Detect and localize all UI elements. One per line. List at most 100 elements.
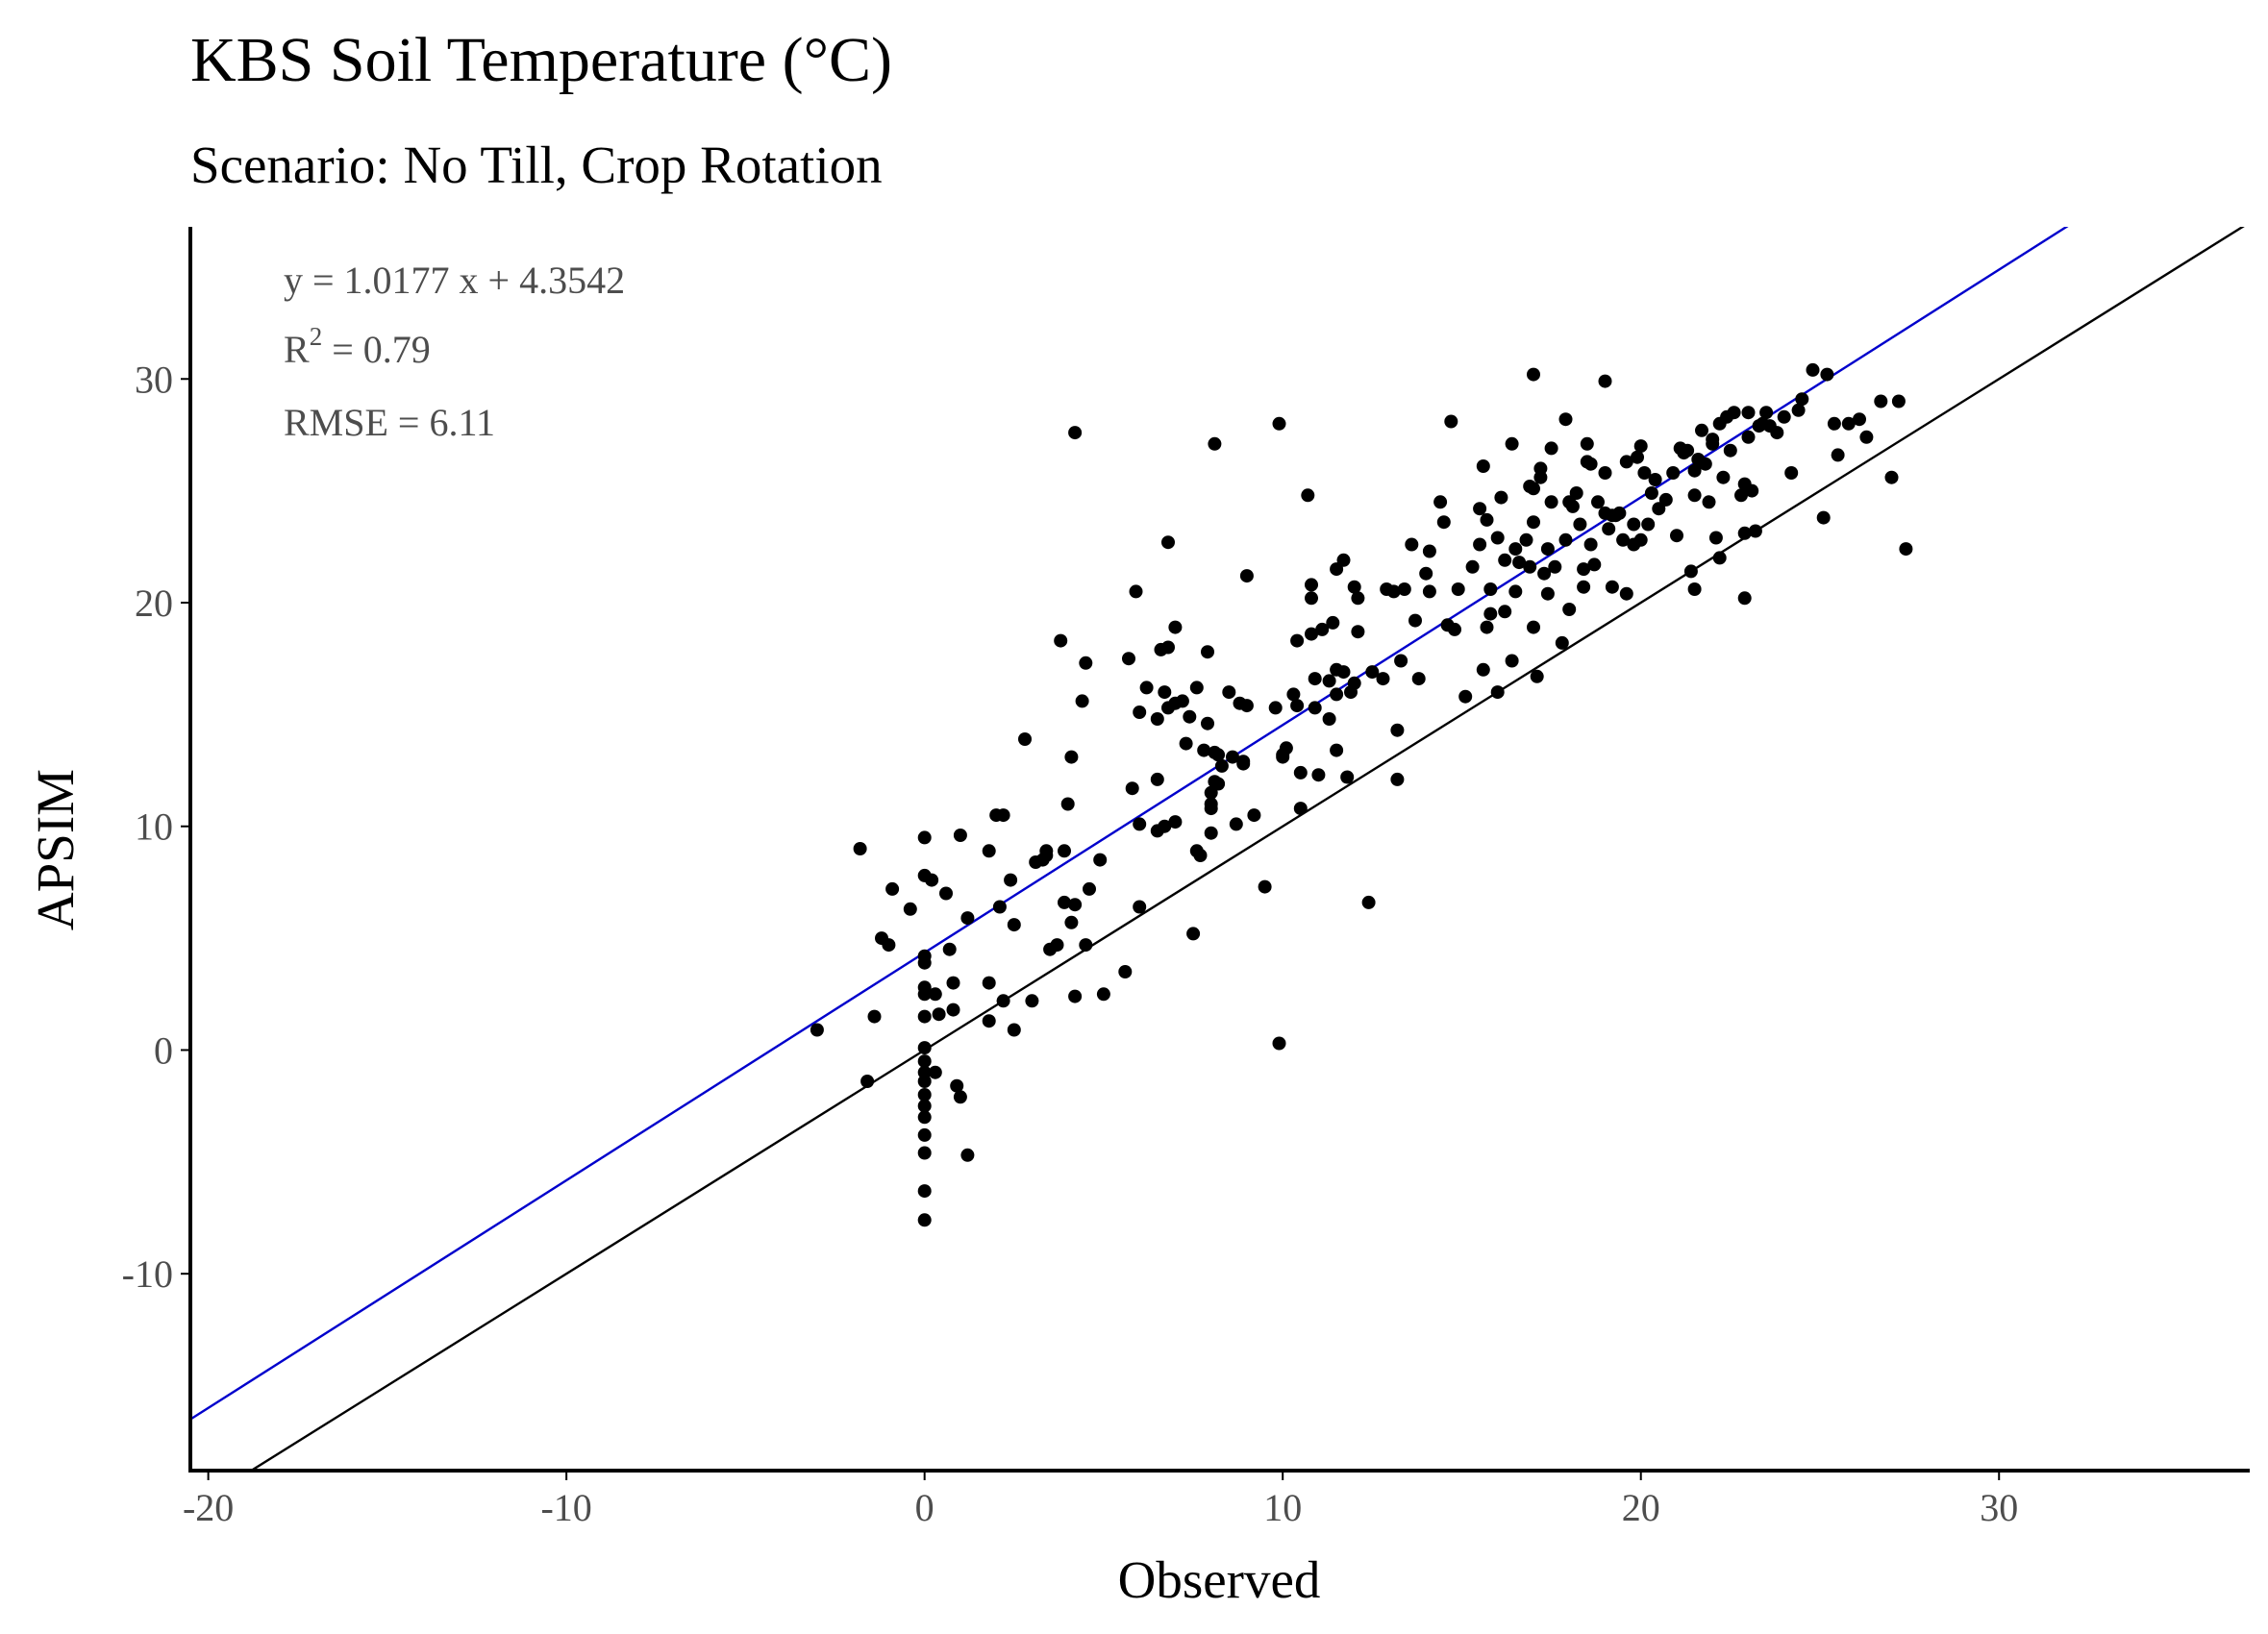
- data-point: [1698, 457, 1712, 471]
- data-point: [1347, 580, 1361, 594]
- chart-title: KBS Soil Temperature (°C): [190, 25, 892, 95]
- data-point: [1308, 672, 1322, 686]
- data-point: [1633, 532, 1648, 547]
- data-point: [1627, 517, 1641, 532]
- data-point: [1658, 492, 1673, 507]
- data-point: [1068, 426, 1083, 440]
- x-tick-label: 10: [1263, 1486, 1302, 1529]
- data-point: [1168, 620, 1183, 634]
- data-point: [960, 1148, 975, 1162]
- data-point: [1175, 694, 1189, 708]
- data-point: [1064, 915, 1079, 929]
- r2-annotation: R2 = 0.79: [284, 322, 431, 371]
- data-point: [810, 1023, 824, 1037]
- data-point: [1058, 895, 1071, 909]
- data-point: [1712, 551, 1727, 565]
- x-tick-label: 0: [915, 1486, 935, 1529]
- data-point: [917, 1099, 932, 1113]
- data-point: [1208, 436, 1222, 451]
- data-point: [917, 1127, 932, 1142]
- data-point: [1433, 495, 1448, 509]
- data-point: [1347, 676, 1361, 690]
- y-tick-label: 10: [135, 805, 173, 849]
- x-ticks: -20 -10 0 10 20 30: [183, 1471, 2018, 1529]
- data-point: [1322, 712, 1336, 726]
- data-point: [1290, 699, 1305, 713]
- data-point: [1158, 685, 1172, 700]
- data-point: [946, 1003, 960, 1017]
- data-point: [1305, 627, 1318, 641]
- r2-base: R: [284, 328, 310, 371]
- data-point: [1411, 672, 1426, 686]
- data-point: [1891, 394, 1906, 408]
- x-tick-label: 20: [1622, 1486, 1660, 1529]
- data-point: [1505, 654, 1519, 668]
- data-point: [1641, 517, 1656, 532]
- data-point: [1841, 416, 1856, 431]
- data-point: [1150, 712, 1164, 726]
- data-point: [1741, 430, 1756, 444]
- data-point: [1458, 689, 1473, 704]
- data-point: [1125, 781, 1139, 796]
- data-point: [1204, 802, 1218, 816]
- data-point: [1419, 566, 1433, 581]
- data-point: [1079, 938, 1093, 953]
- data-point: [1644, 486, 1658, 500]
- data-point: [1290, 633, 1305, 648]
- data-point: [1702, 495, 1716, 509]
- data-point: [1741, 406, 1756, 420]
- data-point: [1336, 665, 1351, 680]
- data-point: [1587, 557, 1602, 572]
- data-point: [1687, 463, 1702, 478]
- data-point: [1605, 580, 1619, 594]
- data-point: [1351, 591, 1365, 606]
- data-point: [1687, 582, 1702, 596]
- data-point: [1161, 535, 1175, 550]
- data-point: [917, 830, 932, 845]
- data-point: [1340, 770, 1355, 784]
- data-point: [1239, 569, 1254, 583]
- data-point: [1784, 466, 1799, 480]
- data-point: [1555, 635, 1569, 650]
- data-point: [917, 1146, 932, 1160]
- data-point: [1577, 580, 1591, 594]
- data-point: [1361, 895, 1376, 909]
- data-point: [1573, 517, 1587, 532]
- data-point: [1330, 687, 1344, 702]
- data-point: [1748, 524, 1762, 538]
- data-point: [1791, 403, 1806, 417]
- data-point: [1133, 706, 1147, 719]
- data-point: [1476, 662, 1490, 677]
- data-point: [1168, 815, 1183, 829]
- data-point: [1727, 406, 1741, 420]
- data-point: [1436, 515, 1451, 530]
- data-point: [1422, 544, 1436, 558]
- x-axis-title: Observed: [1118, 1550, 1321, 1609]
- data-point: [1652, 502, 1666, 516]
- data-point: [1083, 881, 1096, 896]
- data-point: [996, 994, 1010, 1008]
- data-point: [1201, 645, 1214, 659]
- data-point: [1598, 466, 1612, 480]
- data-point: [1096, 987, 1110, 1002]
- y-tick-label: 0: [154, 1028, 173, 1072]
- data-point: [1523, 559, 1537, 574]
- data-point: [1716, 470, 1731, 484]
- data-point: [1272, 416, 1286, 431]
- data-point: [1161, 640, 1175, 655]
- data-point: [1633, 439, 1648, 454]
- data-point: [1054, 633, 1068, 648]
- data-point: [1394, 654, 1408, 668]
- data-point: [1827, 416, 1841, 431]
- data-point: [1508, 542, 1523, 557]
- data-point: [1305, 591, 1318, 606]
- data-point: [1079, 656, 1093, 670]
- data-point: [1490, 685, 1505, 700]
- data-point: [1133, 817, 1147, 831]
- r2-superscript: 2: [310, 322, 323, 351]
- data-point: [867, 1009, 882, 1024]
- data-point: [982, 844, 996, 858]
- data-point: [1408, 613, 1422, 628]
- data-point: [1498, 605, 1512, 619]
- data-point: [1322, 674, 1336, 688]
